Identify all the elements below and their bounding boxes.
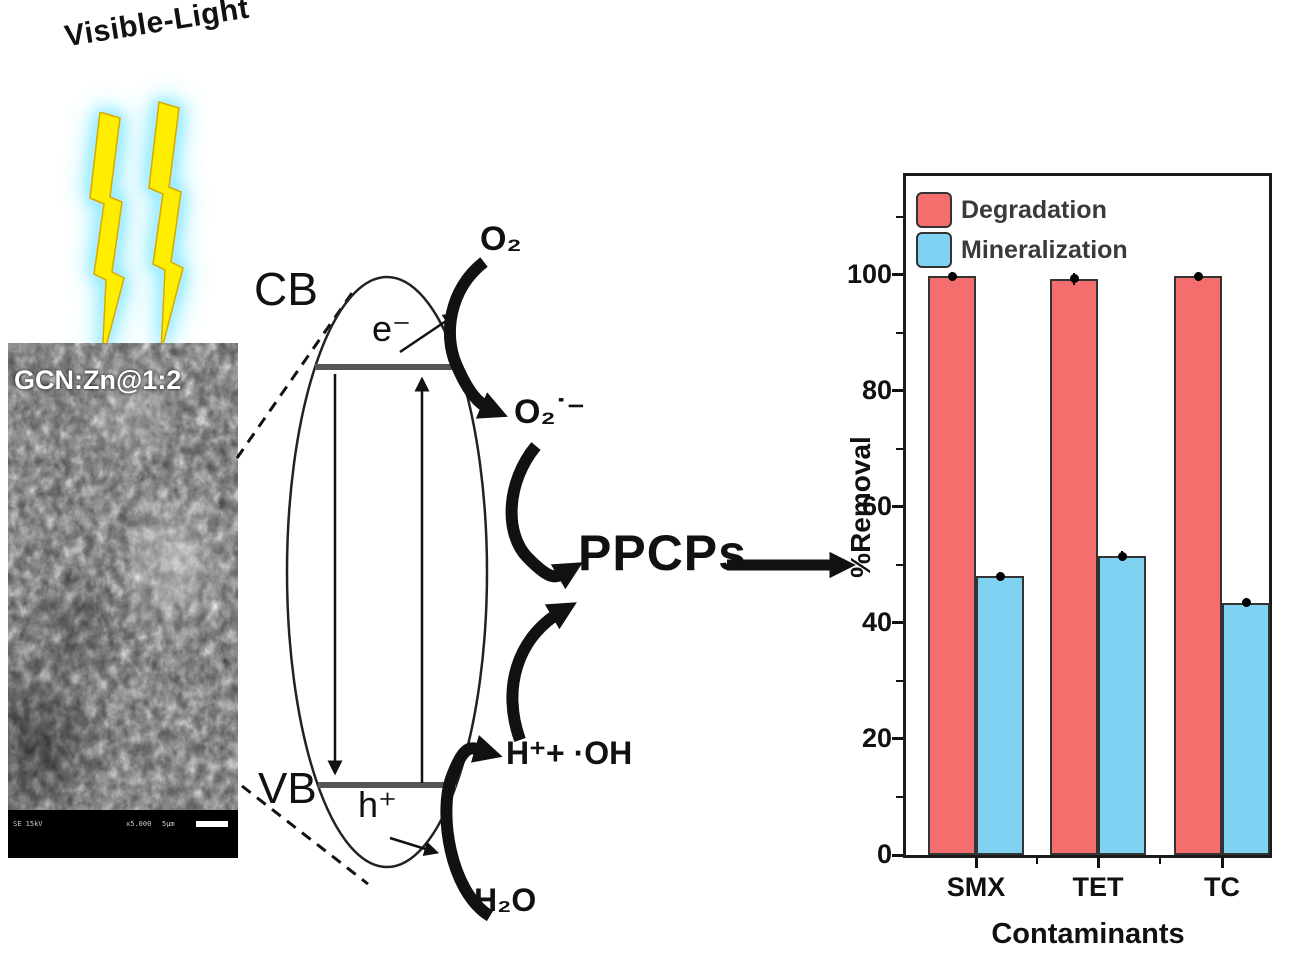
plot-area: Degradation Mineralization %Removal Cont…	[845, 176, 1270, 950]
legend-swatch-degradation	[916, 192, 952, 228]
y-major-tick	[892, 737, 903, 741]
y-tick-label: 0	[876, 839, 892, 869]
y-minor-tick	[896, 331, 903, 334]
legend-label: Mineralization	[961, 235, 1128, 264]
x-category-label: TC	[1204, 872, 1240, 902]
conduction-band-label: CB	[254, 263, 318, 315]
error-dot	[995, 571, 1005, 581]
error-dot	[947, 271, 957, 281]
error-dot	[1241, 598, 1251, 608]
sem-meta-text: 5µm	[162, 820, 175, 828]
sem-scale-bar	[196, 821, 228, 827]
y-tick-label: 60	[861, 490, 892, 521]
x-major-tick	[974, 858, 978, 868]
legend-swatch-mineralization	[916, 232, 952, 268]
sem-meta-text: SE 15kV	[13, 820, 43, 828]
y-minor-tick	[896, 679, 903, 682]
hydroxyl-radical-label: H⁺+ ·OH	[506, 735, 633, 771]
y-major-tick	[892, 389, 903, 393]
x-major-tick	[1220, 858, 1224, 868]
bar-degradation-smx	[928, 276, 976, 855]
oxygen-label: O₂	[480, 220, 522, 258]
sem-metadata-bar: SE 15kV x5.000 5µm	[8, 810, 238, 858]
bar-mineralization-tc	[1222, 602, 1270, 855]
x-category-label: SMX	[946, 872, 1006, 902]
x-minor-tick	[1036, 858, 1038, 864]
bar-mineralization-tet	[1098, 556, 1146, 855]
y-minor-tick	[896, 795, 903, 798]
y-major-tick	[892, 273, 903, 277]
y-tick-label: 80	[861, 374, 892, 405]
lightning-bolt-icon	[148, 101, 184, 353]
error-dot	[1193, 271, 1203, 281]
x-axis-title: Contaminants	[991, 918, 1185, 950]
removal-bar-chart: Degradation Mineralization %Removal Cont…	[845, 173, 1272, 950]
x-category-label: TET	[1072, 872, 1124, 902]
ppcps-label: PPCPs	[578, 525, 747, 581]
hole-pointer-arrow	[389, 836, 440, 856]
bar-degradation-tet	[1050, 278, 1098, 855]
valence-band-label: VB	[258, 764, 317, 813]
y-major-tick	[892, 853, 903, 857]
visible-light-label: Visible-Light	[62, 0, 252, 54]
y-minor-tick	[896, 215, 903, 218]
y-tick-label: 100	[846, 258, 892, 289]
superoxide-radical-label: O₂˙⁻	[514, 393, 585, 431]
y-minor-tick	[896, 563, 903, 566]
sem-highlights	[8, 343, 238, 858]
legend-item-degradation: Degradation	[916, 190, 1128, 230]
dashed-link-cb	[235, 292, 354, 459]
sem-micrograph: GCN:Zn@1:2 SE 15kV x5.000 5µm	[8, 343, 238, 858]
legend-label: Degradation	[961, 195, 1107, 224]
bar-mineralization-smx	[976, 576, 1024, 855]
particle-ellipse	[285, 275, 489, 869]
hole-label: h⁺	[358, 784, 398, 825]
water-label: H₂O	[474, 882, 537, 918]
x-major-tick	[1096, 858, 1100, 868]
error-dot	[1117, 551, 1127, 561]
error-dot	[1069, 274, 1079, 284]
y-tick-label: 40	[861, 606, 892, 637]
radical-to-ppcps-arrow	[506, 602, 577, 743]
chart-legend: Degradation Mineralization	[916, 190, 1128, 270]
o2-reduction-arrow	[443, 257, 508, 419]
sem-sample-label: GCN:Zn@1:2	[14, 365, 182, 395]
y-tick-label: 20	[861, 722, 892, 753]
sem-texture	[8, 343, 238, 810]
x-minor-tick	[1159, 858, 1161, 864]
bar-degradation-tc	[1174, 276, 1222, 855]
legend-item-mineralization: Mineralization	[916, 230, 1128, 270]
sem-meta-text: x5.000	[126, 820, 152, 828]
y-major-tick	[892, 505, 903, 509]
y-major-tick	[892, 621, 903, 625]
lightning-bolt-icon	[89, 112, 125, 362]
electron-label: e⁻	[372, 308, 412, 349]
superoxide-to-ppcps-arrow	[505, 442, 583, 590]
y-minor-tick	[896, 447, 903, 450]
